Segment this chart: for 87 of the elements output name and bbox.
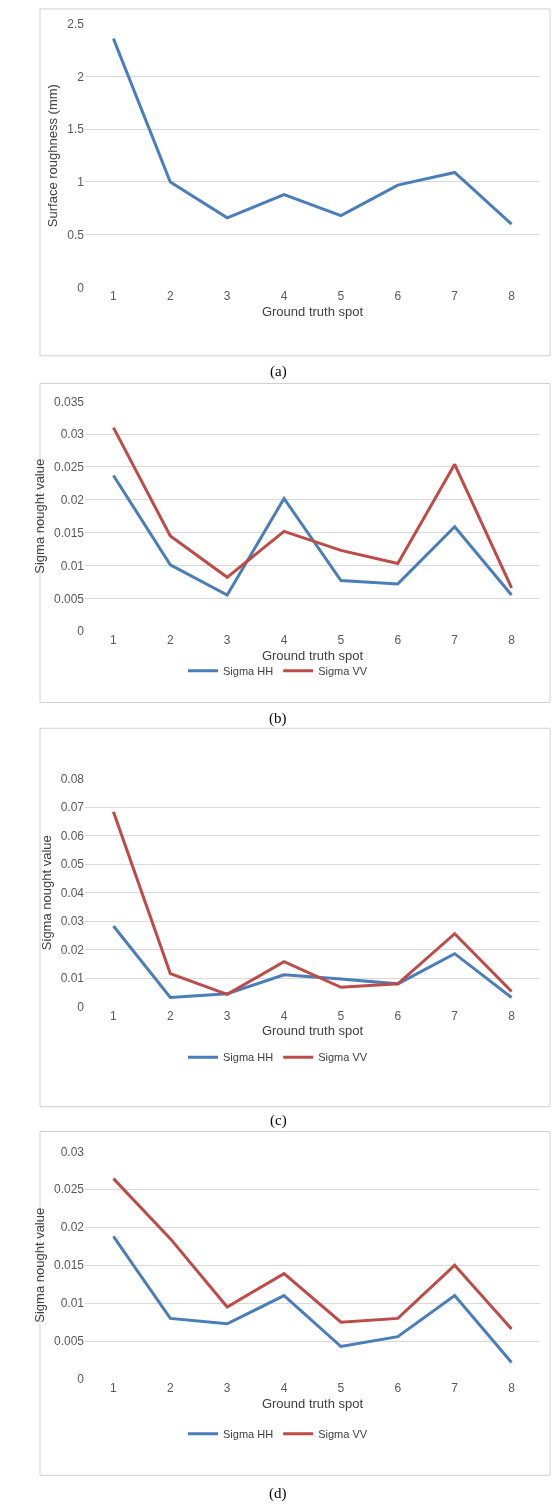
y-tick-label: 0 xyxy=(77,1372,85,1387)
legend-label: Sigma VV xyxy=(318,1051,368,1064)
y-tick-label: 0.015 xyxy=(53,1258,85,1273)
y-tick-label: 0.035 xyxy=(53,394,85,409)
y-tick-label: 0.01 xyxy=(60,1296,85,1311)
y-tick-label: 0.5 xyxy=(67,227,85,242)
x-tick-label: 6 xyxy=(394,1008,402,1023)
y-tick-label: 0.005 xyxy=(53,1334,85,1349)
x-tick-label: 4 xyxy=(280,289,288,304)
y-tick-label: 0.03 xyxy=(60,427,85,442)
x-axis-title: Ground truth spot xyxy=(261,1023,364,1039)
x-tick-label: 5 xyxy=(337,1381,345,1396)
x-tick-label: 8 xyxy=(508,633,516,648)
x-tick-label: 3 xyxy=(223,633,231,648)
y-tick-label: 0.04 xyxy=(60,885,85,900)
y-tick-label: 0.02 xyxy=(60,942,85,957)
y-tick-label: 0 xyxy=(77,624,85,639)
y-tick-label: 0.06 xyxy=(60,828,85,843)
legend-label: Sigma VV xyxy=(318,665,368,678)
x-tick-label: 2 xyxy=(166,1008,174,1023)
x-tick-label: 6 xyxy=(394,633,402,648)
legend-label: Sigma HH xyxy=(223,665,274,678)
x-tick-label: 4 xyxy=(280,1381,288,1396)
legend-label: Sigma HH xyxy=(223,1427,274,1440)
y-axis-title: Surface roughness (mm) xyxy=(45,84,61,228)
x-axis-title: Ground truth spot xyxy=(261,303,364,319)
line-series xyxy=(111,810,514,996)
line-series xyxy=(111,1177,514,1331)
x-tick-label: 1 xyxy=(110,1008,118,1023)
y-axis-title: Sigma nought value xyxy=(31,458,47,574)
y-tick-label: 0.025 xyxy=(53,460,85,475)
y-tick-label: 0 xyxy=(77,280,85,295)
x-tick-label: 5 xyxy=(337,633,345,648)
x-tick-label: 1 xyxy=(110,633,118,648)
y-tick-label: 2 xyxy=(77,69,85,84)
line-series xyxy=(111,426,514,590)
line-series xyxy=(111,1234,514,1364)
line-series xyxy=(111,37,514,226)
text: (c) xyxy=(270,1112,287,1129)
x-tick-label: 3 xyxy=(223,289,231,304)
x-tick-label: 5 xyxy=(337,1008,345,1023)
y-tick-label: 0.02 xyxy=(60,493,85,508)
x-tick-label: 7 xyxy=(451,1381,459,1396)
text: (b) xyxy=(269,710,287,727)
x-tick-label: 4 xyxy=(280,633,288,648)
line-series xyxy=(111,924,514,1000)
legend-label: Sigma HH xyxy=(223,1051,274,1064)
x-tick-label: 3 xyxy=(223,1381,231,1396)
x-tick-label: 7 xyxy=(451,289,459,304)
x-axis-title: Ground truth spot xyxy=(261,1395,364,1411)
y-tick-label: 0.01 xyxy=(60,971,85,986)
x-tick-label: 5 xyxy=(337,289,345,304)
x-tick-label: 2 xyxy=(166,1381,174,1396)
x-tick-label: 7 xyxy=(451,633,459,648)
y-tick-label: 0.025 xyxy=(53,1182,85,1197)
x-tick-label: 8 xyxy=(508,289,516,304)
x-tick-label: 6 xyxy=(394,289,402,304)
y-tick-label: 0.005 xyxy=(53,591,85,606)
x-tick-label: 7 xyxy=(451,1008,459,1023)
y-tick-label: 0.05 xyxy=(60,857,85,872)
y-tick-label: 0.03 xyxy=(60,914,85,929)
y-tick-label: 0.07 xyxy=(60,800,85,815)
y-tick-label: 0.02 xyxy=(60,1220,85,1235)
x-tick-label: 8 xyxy=(508,1008,516,1023)
x-tick-label: 2 xyxy=(166,633,174,648)
legend-label: Sigma VV xyxy=(318,1427,368,1440)
y-axis-title: Sigma nought value xyxy=(38,835,54,951)
x-tick-label: 4 xyxy=(280,1008,288,1023)
text: (a) xyxy=(270,363,287,380)
x-tick-label: 2 xyxy=(166,289,174,304)
x-tick-label: 8 xyxy=(508,1381,516,1396)
y-tick-label: 0 xyxy=(77,999,85,1014)
y-tick-label: 1.5 xyxy=(67,122,85,137)
y-tick-label: 0.03 xyxy=(60,1144,85,1159)
x-tick-label: 3 xyxy=(223,1008,231,1023)
x-tick-label: 6 xyxy=(394,1381,402,1396)
line-series xyxy=(111,474,514,597)
y-axis-title: Sigma nought value xyxy=(31,1207,47,1323)
y-tick-label: 0.01 xyxy=(60,558,85,573)
x-axis-title: Ground truth spot xyxy=(261,647,364,663)
x-tick-label: 1 xyxy=(110,289,118,304)
y-tick-label: 0.015 xyxy=(53,525,85,540)
x-tick-label: 1 xyxy=(110,1381,118,1396)
y-tick-label: 2.5 xyxy=(67,17,85,32)
text: (d) xyxy=(269,1485,287,1502)
y-tick-label: 1 xyxy=(77,175,85,190)
y-tick-label: 0.08 xyxy=(60,771,85,786)
